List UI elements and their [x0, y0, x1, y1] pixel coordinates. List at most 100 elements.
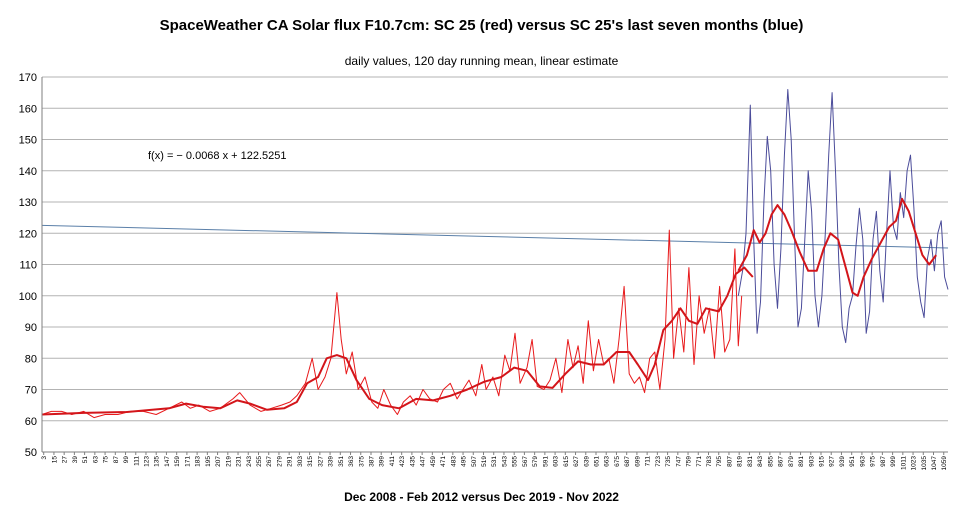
x-tick-label: 135: [154, 456, 161, 467]
x-tick-label: 51: [82, 456, 89, 464]
x-tick-label: 759: [686, 456, 693, 467]
axes: [41, 77, 948, 453]
x-tick-label: 483: [450, 456, 457, 467]
x-tick-label: 591: [542, 456, 549, 467]
x-tick-label: 123: [143, 456, 150, 467]
x-tick-label: 315: [307, 456, 314, 467]
x-tick-label: 891: [798, 456, 805, 467]
x-tick-label: 879: [788, 456, 795, 467]
x-tick-label: 783: [706, 456, 713, 467]
x-tick-label: 375: [358, 456, 365, 467]
x-tick-label: 1059: [941, 456, 948, 471]
x-tick-label: 831: [747, 456, 754, 467]
x-tick-label: 531: [491, 456, 498, 467]
x-tick-label: 735: [665, 456, 672, 467]
y-tick-label: 150: [19, 135, 37, 147]
y-axis-ticks: 50 60 70 80 90 100 110 120 130 140 150 160 170: [19, 72, 37, 459]
x-tick-label: 231: [236, 456, 243, 467]
x-tick-label: 795: [716, 456, 723, 467]
x-tick-label: 507: [471, 456, 478, 467]
series-0-running-mean-line: [41, 266, 754, 416]
x-tick-label: 147: [164, 456, 171, 467]
x-tick-label: 747: [675, 456, 682, 467]
x-tick-label: 99: [123, 456, 130, 464]
x-tick-label: 651: [593, 456, 600, 467]
x-tick-label: 687: [624, 456, 631, 467]
chart-title: SpaceWeather CA Solar flux F10.7cm: SC 2…: [159, 17, 804, 34]
x-tick-label: 291: [287, 456, 294, 467]
y-tick-label: 160: [19, 103, 37, 115]
y-tick-label: 170: [19, 72, 37, 84]
chart-subtitle: daily values, 120 day running mean, line…: [344, 54, 619, 68]
x-tick-label: 15: [51, 456, 58, 464]
x-tick-label: 903: [808, 456, 815, 467]
x-tick-label: 579: [532, 456, 539, 467]
x-tick-label: 303: [297, 456, 304, 467]
y-tick-label: 120: [19, 228, 37, 240]
y-tick-label: 70: [25, 385, 37, 397]
x-tick-label: 543: [501, 456, 508, 467]
x-tick-label: 27: [62, 456, 69, 464]
x-tick-label: 951: [849, 456, 856, 467]
x-tick-label: 603: [553, 456, 560, 467]
gridlines: [42, 76, 948, 453]
x-tick-label: 219: [225, 456, 232, 467]
x-tick-label: 843: [757, 456, 764, 467]
x-tick-label: 399: [379, 456, 386, 467]
x-tick-label: 855: [767, 456, 774, 467]
x-tick-label: 447: [420, 456, 427, 467]
x-tick-label: 279: [276, 456, 283, 467]
x-axis-ticks: 3 15 27 39 51 63 75 87 99 111 123 135 147 159 171 183 19…: [41, 452, 948, 470]
x-tick-label: 627: [573, 456, 580, 467]
x-tick-label: 423: [399, 456, 406, 467]
x-tick-label: 363: [348, 456, 355, 467]
x-tick-label: 327: [317, 456, 324, 467]
x-tick-label: 711: [645, 456, 652, 467]
x-tick-label: 615: [563, 456, 570, 467]
x-tick-label: 723: [655, 456, 662, 467]
x-tick-label: 1047: [931, 456, 938, 471]
x-tick-label: 63: [92, 456, 99, 464]
y-tick-label: 80: [25, 353, 37, 365]
y-tick-label: 140: [19, 166, 37, 178]
series-1-daily-line: [737, 89, 949, 344]
x-tick-label: 183: [195, 456, 202, 467]
x-tick-label: 459: [430, 456, 437, 467]
series-lines: [41, 89, 949, 419]
x-tick-label: 663: [604, 456, 611, 467]
x-axis-label: Dec 2008 - Feb 2012 versus Dec 2019 - No…: [344, 490, 619, 504]
x-tick-label: 975: [870, 456, 877, 467]
x-tick-label: 171: [184, 456, 191, 467]
x-tick-label: 267: [266, 456, 273, 467]
x-tick-label: 819: [737, 456, 744, 467]
x-tick-label: 435: [409, 456, 416, 467]
x-tick-label: 3: [41, 456, 48, 460]
x-tick-label: 159: [174, 456, 181, 467]
x-tick-label: 999: [890, 456, 897, 467]
x-tick-label: 1023: [911, 456, 918, 471]
y-tick-label: 90: [25, 322, 37, 334]
x-tick-label: 243: [246, 456, 253, 467]
x-tick-label: 87: [113, 456, 120, 464]
x-tick-label: 927: [829, 456, 836, 467]
x-tick-label: 111: [133, 456, 140, 466]
x-tick-label: 519: [481, 456, 488, 467]
y-tick-label: 130: [19, 197, 37, 209]
x-tick-label: 255: [256, 456, 263, 467]
x-tick-label: 411: [389, 456, 396, 467]
x-tick-label: 495: [461, 456, 468, 467]
x-tick-label: 75: [103, 456, 110, 464]
y-tick-label: 50: [25, 447, 37, 459]
x-tick-label: 39: [72, 456, 79, 464]
x-tick-label: 675: [614, 456, 621, 467]
x-tick-label: 195: [205, 456, 212, 467]
x-tick-label: 1035: [921, 456, 928, 471]
trend-equation: f(x) = − 0.0068 x + 122.5251: [148, 150, 287, 162]
y-tick-label: 110: [19, 260, 37, 272]
x-tick-label: 387: [368, 456, 375, 467]
series-1-running-mean-line: [737, 197, 937, 297]
x-tick-label: 207: [215, 456, 222, 467]
y-tick-label: 100: [19, 291, 37, 303]
x-tick-label: 639: [583, 456, 590, 467]
